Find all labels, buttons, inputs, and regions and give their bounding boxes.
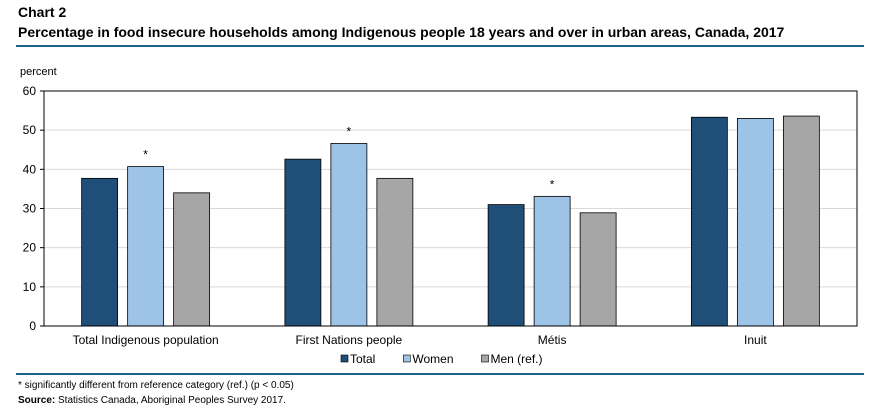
legend-swatch — [340, 354, 349, 363]
legend-swatch — [403, 354, 411, 363]
legend-label: Women — [412, 352, 453, 366]
x-category-label: Total Indigenous population — [73, 333, 219, 347]
y-tick-label: 30 — [23, 202, 37, 216]
bar — [487, 204, 525, 327]
bar — [533, 195, 571, 327]
chart-title: Percentage in food insecure households a… — [18, 24, 785, 40]
top-rule — [16, 45, 864, 47]
plot-frame — [43, 90, 858, 327]
y-axis-label: percent — [20, 66, 57, 78]
significance-marker: * — [143, 148, 148, 162]
bottom-rule — [16, 373, 864, 375]
y-tick-label: 60 — [23, 84, 37, 98]
y-tick-label: 0 — [29, 319, 36, 333]
bar-chart: percent 0 10 20 30 40 50 60 * Total Indigenous po… — [20, 66, 858, 366]
bar — [127, 166, 165, 327]
bar — [81, 177, 119, 327]
y-tick-label: 20 — [23, 241, 37, 255]
bar — [376, 177, 414, 327]
bar — [173, 192, 211, 327]
bar — [782, 115, 820, 327]
significance-marker: * — [550, 177, 555, 191]
bar — [579, 212, 617, 327]
significance-marker: * — [347, 124, 352, 138]
legend-label: Men (ref.) — [491, 352, 543, 366]
footnote: * significantly different from reference… — [18, 380, 294, 391]
legend-swatch — [481, 354, 489, 363]
bar — [690, 116, 728, 327]
source-text: Statistics Canada, Aboriginal Peoples Su… — [55, 395, 286, 406]
chart-number-label: Chart 2 — [18, 4, 67, 20]
bar — [330, 143, 368, 327]
bar — [284, 158, 322, 327]
source-note: Source: Statistics Canada, Aboriginal Pe… — [18, 395, 286, 406]
x-category-label: Métis — [538, 333, 567, 347]
y-tick-label: 40 — [23, 162, 37, 176]
x-category-label: First Nations people — [296, 333, 403, 347]
x-category-label: Inuit — [744, 333, 767, 347]
source-label: Source: — [18, 395, 56, 406]
legend-label: Total — [350, 352, 375, 366]
bar — [736, 118, 774, 327]
y-tick-label: 50 — [23, 123, 37, 137]
y-tick-label: 10 — [23, 280, 37, 294]
